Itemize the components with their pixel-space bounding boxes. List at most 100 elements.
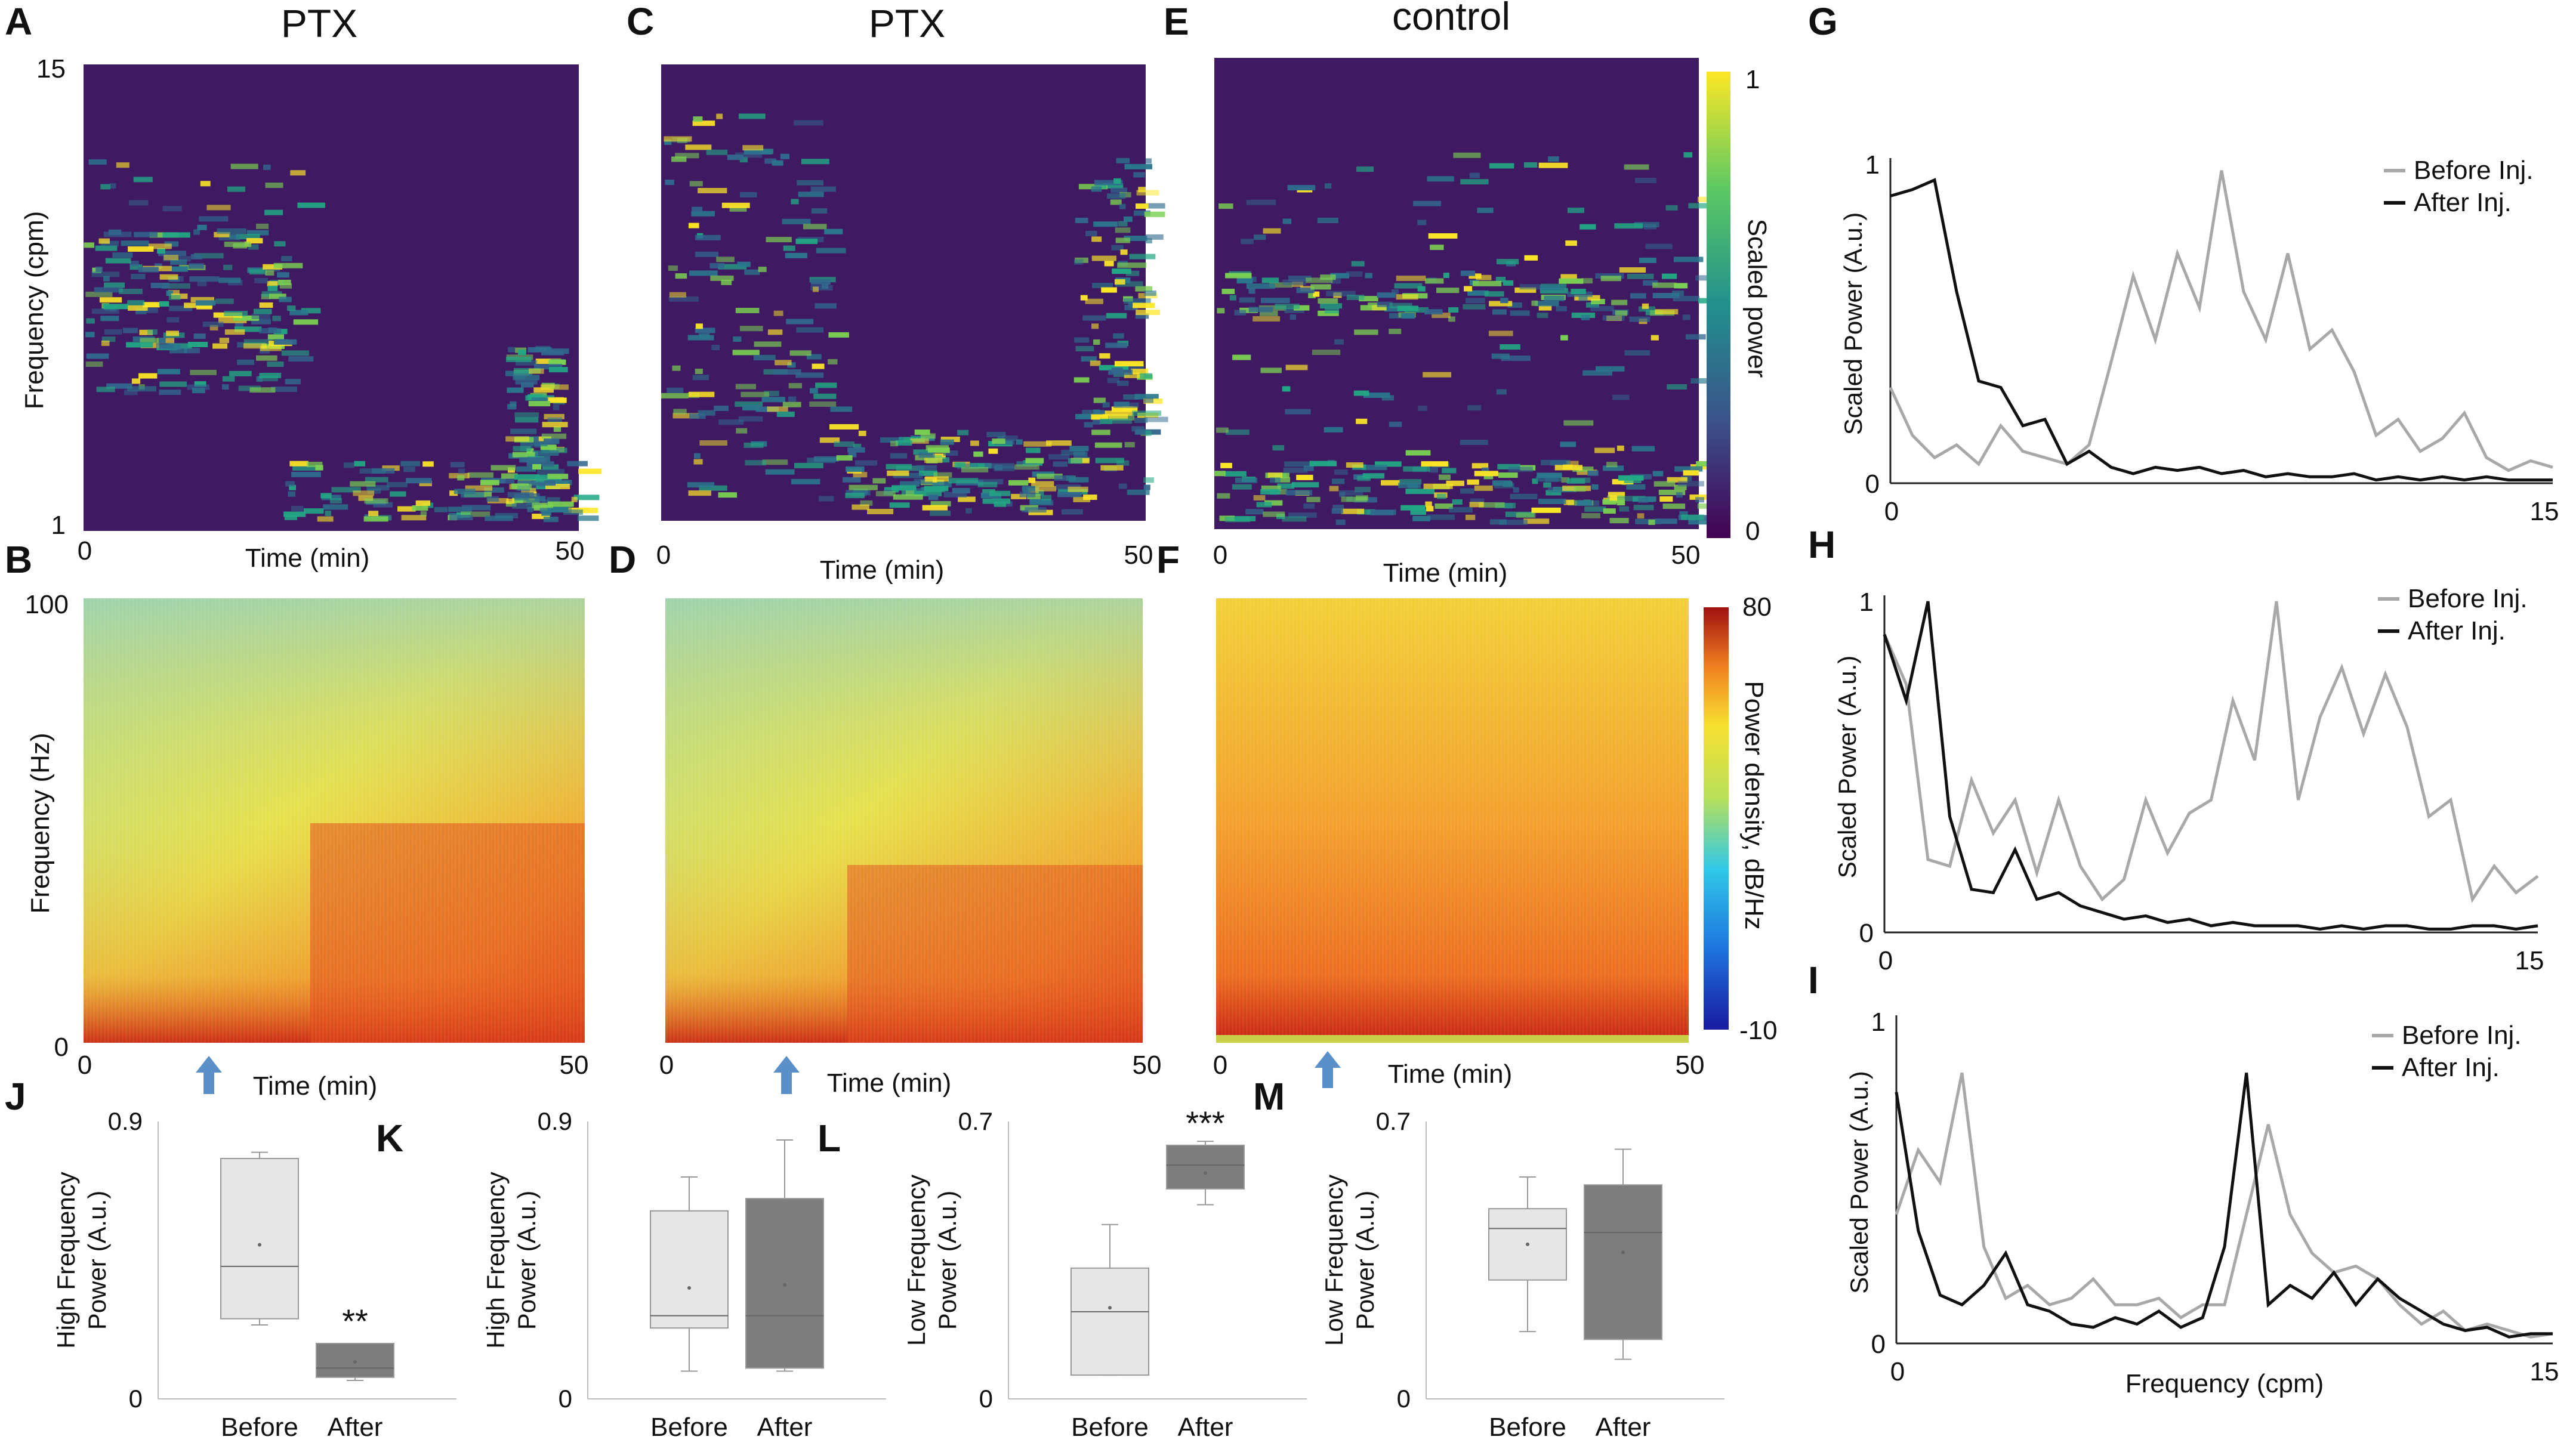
heatmap-cell <box>1474 485 1493 491</box>
heatmap-cell <box>510 401 517 407</box>
panel-letter-j: J <box>5 1075 26 1118</box>
heatmap-cell <box>307 462 323 467</box>
heatmap-cell <box>667 387 684 393</box>
heatmap-cell <box>516 360 538 366</box>
heatmap-cell <box>1116 157 1130 163</box>
heatmap-cell <box>233 315 260 321</box>
heatmap-cell <box>775 360 792 366</box>
heatmap-cell <box>193 333 206 339</box>
series-line-before <box>1889 170 2553 472</box>
spectrogram-d <box>665 598 1143 1043</box>
heatmap-cell <box>138 267 159 273</box>
heatmap-cell <box>229 233 237 239</box>
heatmap-cell <box>507 404 517 410</box>
heatmap-cell <box>1053 461 1068 467</box>
heatmap-cell <box>795 239 817 245</box>
heatmap-cell <box>1638 306 1655 312</box>
heatmap-cell <box>1132 410 1162 416</box>
heatmap-cell <box>1362 465 1387 471</box>
heatmap-cell <box>957 464 979 469</box>
heatmap-cell <box>202 322 224 328</box>
y-tick-label: 0 <box>129 1385 143 1413</box>
heatmap-cell <box>1508 466 1533 472</box>
heatmap-cell <box>235 322 244 328</box>
heatmap-cell <box>1467 290 1489 296</box>
heatmap-cell <box>1046 440 1072 446</box>
heatmap-cell <box>1430 245 1444 251</box>
heatmap-cell <box>1652 293 1680 298</box>
heatmap-cell <box>1391 289 1399 295</box>
heatmap-cell <box>1645 243 1673 249</box>
heatmap-cell <box>553 404 560 410</box>
heatmap-cell <box>1637 513 1645 519</box>
heatmap-cell <box>744 269 760 275</box>
heatmap-cell <box>143 302 160 308</box>
heatmap-cell <box>1094 180 1123 186</box>
xlabel-c: Time (min) <box>820 555 945 585</box>
y-axis-label: Scaled Power (A.u.) <box>1845 1071 1873 1294</box>
heatmap-cell <box>1584 506 1606 512</box>
heatmap-cell <box>1100 418 1112 424</box>
heatmap-cell <box>1596 366 1625 372</box>
heatmap-cell <box>1325 183 1332 189</box>
heatmap-cell <box>970 440 979 446</box>
heatmap-cell <box>168 290 180 296</box>
series-line-before <box>1883 601 2539 903</box>
heatmap-cell <box>1405 489 1435 495</box>
heatmap-cell <box>541 433 567 439</box>
heatmap-cell <box>1075 413 1100 419</box>
heatmap-cell <box>992 438 1005 444</box>
heatmap-cell <box>689 270 718 276</box>
heatmap-cell <box>1351 261 1365 267</box>
heatmap-cell <box>940 437 960 442</box>
boxplot-m: 0.7 0 Low Frequency Power (A.u.) Before After <box>1320 1107 1724 1442</box>
heatmap-cell <box>222 384 229 390</box>
heatmap-cell <box>1144 291 1156 296</box>
heatmap-cell <box>1698 298 1709 304</box>
heatmap-cell <box>249 269 267 275</box>
heatmap-cell <box>691 211 715 217</box>
heatmap-cell <box>548 367 568 373</box>
title-control: control <box>1392 0 1510 38</box>
significance-marker: ** <box>342 1302 368 1340</box>
heatmap-cell <box>1674 484 1687 490</box>
heatmap-cell <box>1474 471 1498 477</box>
heatmap-cell <box>548 359 566 365</box>
heatmap-cell <box>709 262 725 268</box>
heatmap-cell <box>1519 284 1542 290</box>
heatmap-cell <box>246 238 263 244</box>
panel-letter-l: L <box>817 1117 841 1160</box>
heatmap-cell <box>1477 208 1494 214</box>
heatmap-cell <box>415 500 430 506</box>
heatmap-cell <box>323 504 348 510</box>
heatmap-cell <box>449 490 458 496</box>
heatmap-cell <box>853 472 868 478</box>
heatmap-cell <box>1124 442 1135 447</box>
heatmap-cell <box>1665 205 1678 211</box>
heatmap-cell <box>1115 227 1131 233</box>
heatmap-cell <box>101 336 116 342</box>
heatmap-cell <box>1695 497 1705 503</box>
heatmap-cell <box>1677 481 1704 487</box>
mean-marker <box>1526 1242 1529 1246</box>
heatmap-cell <box>127 300 145 306</box>
heatmap-cell <box>116 162 129 168</box>
heatmap-cell <box>1256 502 1272 508</box>
heatmap-cell <box>256 223 269 229</box>
heatmap-cell <box>365 477 388 483</box>
heatmap-cell <box>698 410 715 416</box>
panel-letter-e: E <box>1164 0 1189 43</box>
heatmap-cell <box>1501 356 1531 361</box>
heatmap-cell <box>1081 356 1097 362</box>
tick-a-time-50: 50 <box>556 536 585 566</box>
heatmap-cell <box>1659 496 1673 502</box>
heatmap-cell <box>1421 461 1448 467</box>
heatmap-cell <box>1124 236 1147 241</box>
heatmap-cell <box>1453 152 1481 158</box>
heatmap-cell <box>1019 492 1036 498</box>
heatmap-cell <box>785 252 807 258</box>
x-category-label: After <box>1178 1413 1233 1442</box>
heatmap-cell <box>1572 466 1594 472</box>
heatmap-cell <box>1394 283 1423 289</box>
heatmap-cell <box>84 242 94 248</box>
